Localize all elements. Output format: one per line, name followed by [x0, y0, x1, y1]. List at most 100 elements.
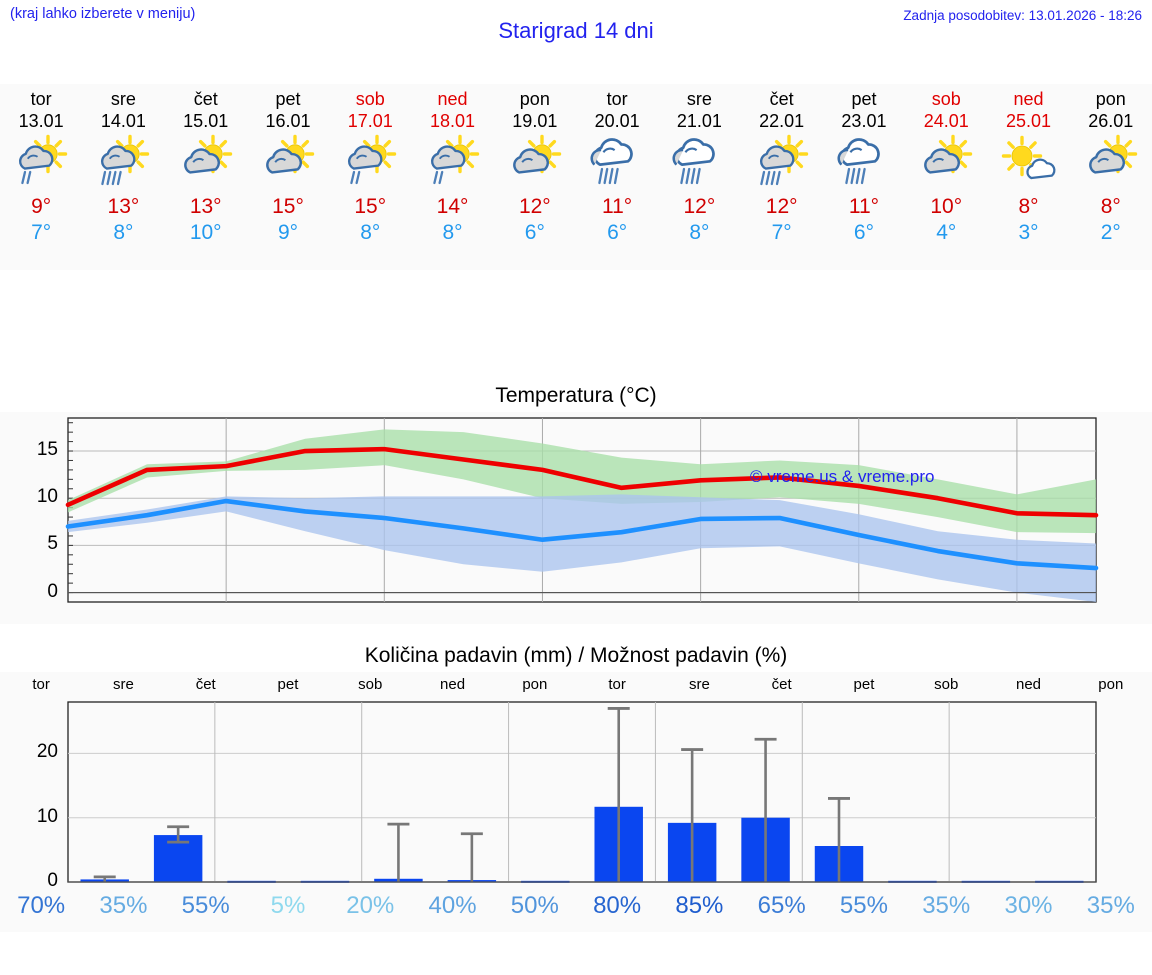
temp-y-tick-5: 5	[47, 533, 58, 555]
temperature-chart: Temperatura (°C) 0 5 10 15 © vreme.us & vre…	[0, 382, 1152, 624]
forecast-day-strip: tor 13.01 9° 7° sre 14.01 13° 8° čet 15.01 13° 1…	[0, 84, 1152, 270]
sun-cloud-icon	[504, 134, 566, 192]
sun-cloud-rain-icon	[751, 134, 813, 192]
prec-probability-6: 40%	[428, 892, 477, 919]
day-date: 14.01	[100, 111, 146, 131]
day-max-temp: 11°	[848, 195, 880, 218]
precipitation-chart-title: Količina padavin (mm) / Možnost padavin …	[0, 642, 1152, 672]
sun-cloud-icon	[175, 134, 237, 192]
last-update-text: Zadnja posodobitev: 13.01.2026 - 18:26	[903, 8, 1142, 23]
cloud-rain-icon	[586, 134, 648, 192]
sun-cloud-rain-icon	[92, 134, 154, 192]
forecast-day-3[interactable]: čet 15.01 13° 10°	[165, 84, 247, 270]
day-max-temp: 12°	[765, 195, 798, 218]
day-min-temp: 4°	[936, 221, 957, 244]
day-date: 23.01	[841, 111, 887, 131]
day-date: 24.01	[923, 111, 969, 131]
prec-probability-14: 35%	[1086, 892, 1135, 919]
prec-day-label-8: tor	[608, 676, 626, 693]
day-date: 18.01	[430, 111, 476, 131]
prec-day-label-10: čet	[771, 676, 792, 693]
day-name: pet	[275, 89, 301, 109]
prec-probability-13: 30%	[1004, 892, 1053, 919]
forecast-day-11[interactable]: pet 23.01 11° 6°	[823, 84, 905, 270]
sun-cloud-icon	[1080, 134, 1142, 192]
forecast-day-14[interactable]: pon 26.01 8° 2°	[1070, 84, 1152, 270]
cloud-rain-icon	[833, 134, 895, 192]
day-min-temp: 7°	[771, 221, 792, 244]
page-title: Starigrad 14 dni	[498, 18, 654, 43]
day-name: tor	[606, 89, 628, 109]
day-max-temp: 15°	[272, 195, 304, 218]
forecast-day-7[interactable]: pon 19.01 12° 6°	[494, 84, 576, 270]
forecast-day-1[interactable]: tor 13.01 9° 7°	[0, 84, 82, 270]
prec-probability-2: 35%	[99, 892, 148, 919]
forecast-day-8[interactable]: tor 20.01 11° 6°	[576, 84, 658, 270]
day-name: ned	[1013, 89, 1044, 109]
prec-day-label-12: sob	[934, 676, 959, 693]
day-min-temp: 8°	[113, 221, 134, 244]
prec-day-label-4: pet	[277, 676, 299, 693]
prec-probability-11: 55%	[839, 892, 888, 919]
day-name: ned	[437, 89, 468, 109]
day-date: 21.01	[676, 111, 722, 131]
day-min-temp: 2°	[1100, 221, 1121, 244]
day-name: pon	[1095, 89, 1126, 109]
day-date: 20.01	[594, 111, 640, 131]
prec-day-label-1: tor	[32, 676, 50, 693]
prec-probability-12: 35%	[922, 892, 971, 919]
sun-cloud-icon	[257, 134, 319, 192]
sun-cloud-icon	[915, 134, 977, 192]
prec-probability-5: 20%	[346, 892, 395, 919]
temperature-chart-title: Temperatura (°C)	[0, 382, 1152, 412]
forecast-day-12[interactable]: sob 24.01 10° 4°	[905, 84, 987, 270]
day-name: sob	[355, 89, 385, 109]
prec-probability-3: 55%	[181, 892, 230, 919]
copyright-watermark: © vreme.us & vreme.pro	[750, 467, 935, 486]
day-min-temp: 9°	[277, 221, 299, 244]
prec-y-tick-20: 20	[36, 741, 58, 763]
forecast-day-6[interactable]: ned 18.01 14° 8°	[411, 84, 493, 270]
day-max-temp: 13°	[189, 195, 222, 218]
forecast-day-4[interactable]: pet 16.01 15° 9°	[247, 84, 329, 270]
prec-day-label-7: pon	[522, 676, 548, 693]
precipitation-chart: Količina padavin (mm) / Možnost padavin …	[0, 642, 1152, 932]
forecast-day-10[interactable]: čet 22.01 12° 7°	[741, 84, 823, 270]
day-date: 13.01	[18, 111, 64, 131]
day-max-temp: 11°	[602, 195, 633, 218]
forecast-day-13[interactable]: ned 25.01 8° 3°	[987, 84, 1069, 270]
day-min-temp: 3°	[1018, 221, 1039, 244]
day-max-temp: 14°	[436, 195, 469, 218]
prec-day-label-14: pon	[1098, 676, 1124, 693]
forecast-day-5[interactable]: sob 17.01 15° 8°	[329, 84, 411, 270]
precipitation-probability-row: 70% 35% 55% 5% 20% 40% 50% 80% 85% 65% 55% 35% 30% 35…	[0, 892, 1152, 920]
day-min-temp: 6°	[853, 221, 874, 244]
day-min-temp: 8°	[360, 221, 381, 244]
sun-small-cloud-icon	[998, 134, 1060, 192]
day-max-temp: 8°	[1018, 195, 1039, 218]
day-name: pet	[851, 89, 877, 109]
prec-day-label-11: pet	[853, 676, 875, 693]
prec-day-label-9: sre	[688, 676, 710, 693]
day-min-temp: 6°	[607, 221, 628, 244]
day-min-temp: 8°	[442, 221, 463, 244]
prec-probability-8: 80%	[593, 892, 642, 919]
forecast-day-9[interactable]: sre 21.01 12° 8°	[658, 84, 740, 270]
prec-y-tick-10: 10	[36, 805, 58, 827]
day-date: 15.01	[183, 111, 229, 131]
precipitation-day-labels: tor sre čet pet sob ned pon tor sre čet pet sob ned p…	[0, 676, 1152, 693]
day-min-temp: 10°	[189, 221, 222, 244]
day-max-temp: 8°	[1100, 195, 1121, 218]
page-header: (kraj lahko izberete v meniju) Starigrad…	[0, 0, 1152, 78]
prec-day-label-3: čet	[195, 676, 216, 693]
temp-y-tick-15: 15	[36, 439, 58, 461]
prec-probability-1: 70%	[17, 892, 66, 919]
forecast-day-2[interactable]: sre 14.01 13° 8°	[82, 84, 164, 270]
day-min-temp: 7°	[31, 221, 52, 244]
day-max-temp: 9°	[31, 195, 52, 218]
day-date: 16.01	[265, 111, 311, 131]
day-max-temp: 12°	[683, 195, 716, 218]
day-min-temp: 6°	[524, 221, 545, 244]
prec-day-label-6: ned	[440, 676, 466, 693]
sun-cloud-light-rain-icon	[422, 134, 484, 192]
